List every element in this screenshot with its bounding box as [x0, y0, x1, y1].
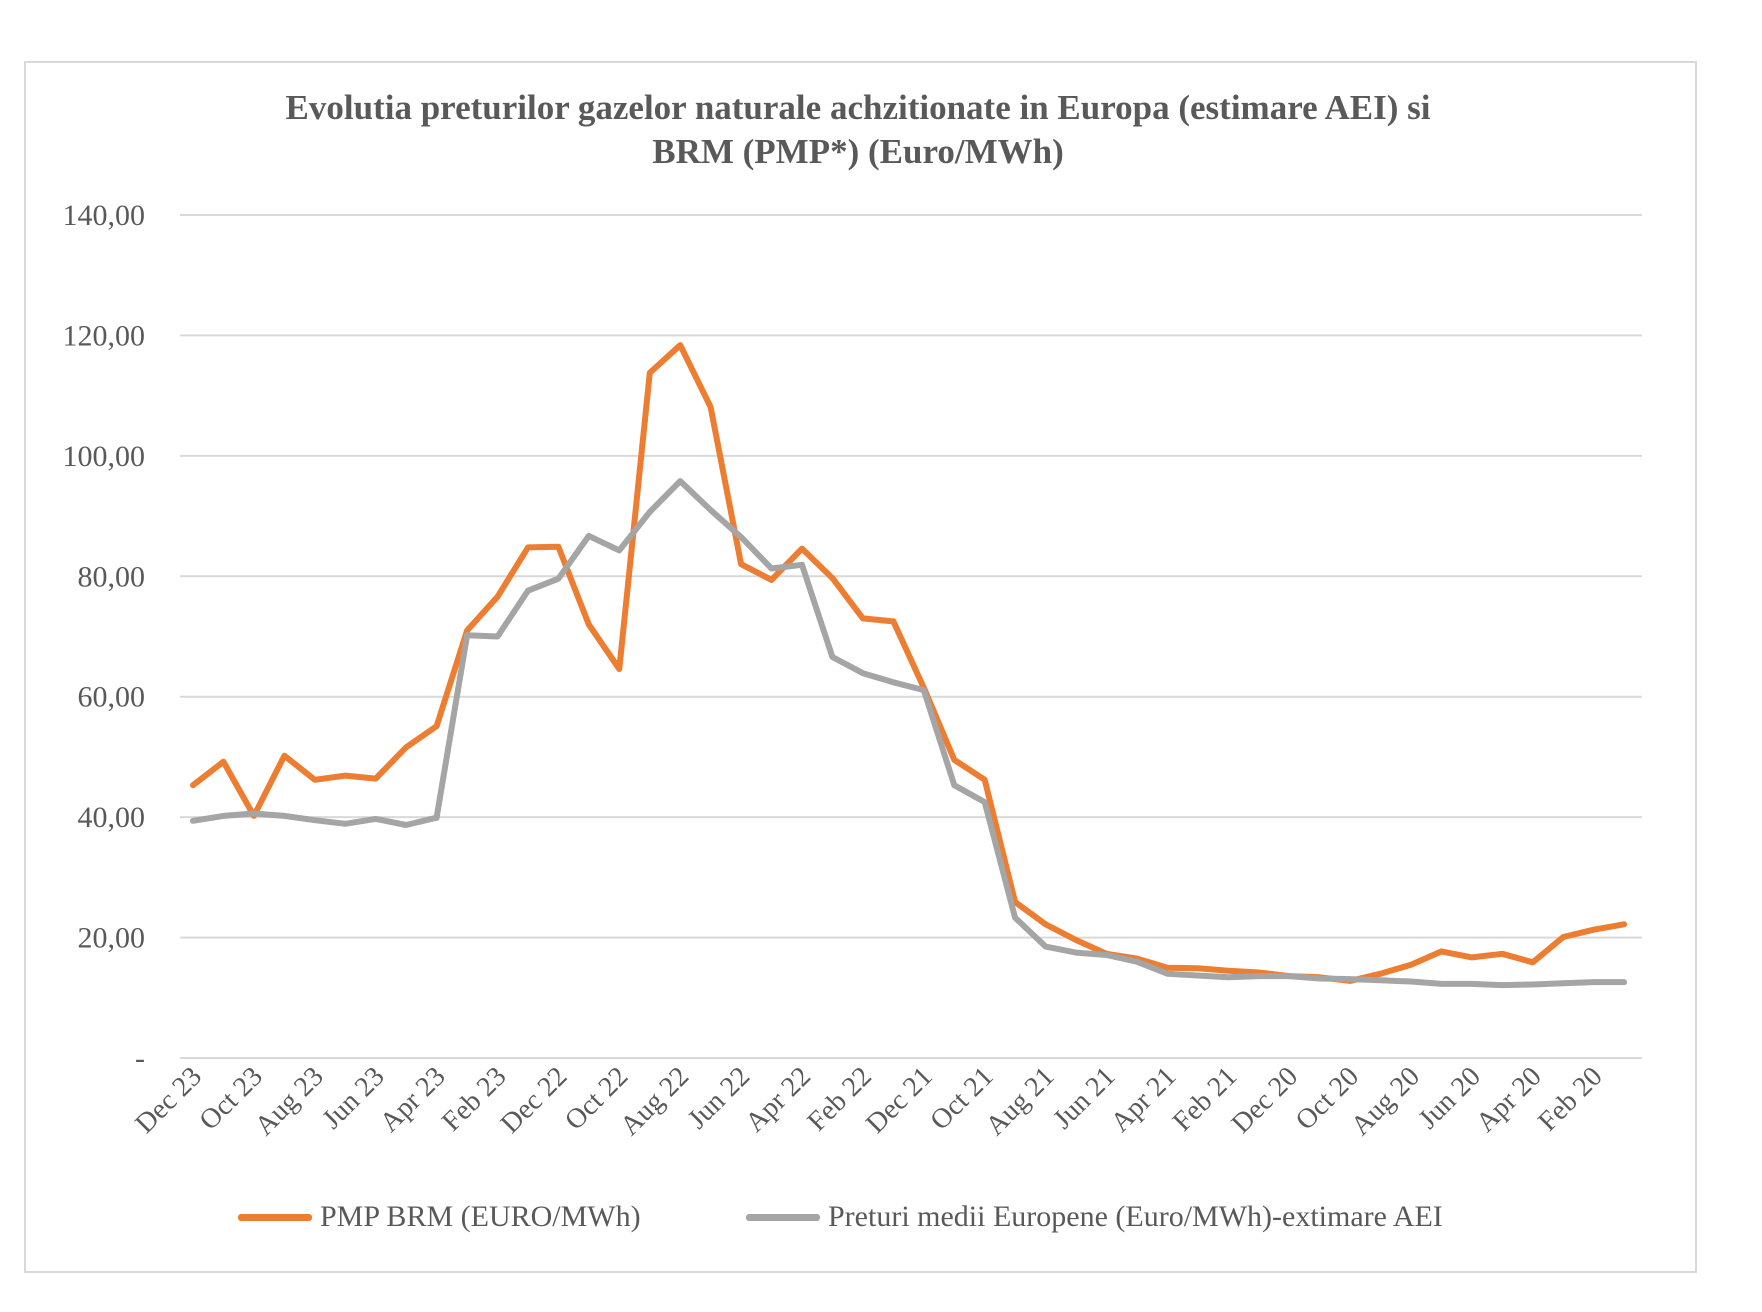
- x-tick-label: Aug 20: [1345, 1061, 1426, 1142]
- x-tick-label: Jun 20: [1413, 1061, 1487, 1135]
- x-tick-label: Feb 21: [1167, 1061, 1243, 1137]
- legend-item-preturi-medii: Preturi medii Europene (Euro/MWh)-extima…: [746, 1200, 1443, 1234]
- series-line-preturi-medii: [190, 478, 1628, 989]
- x-tick-label: Jun 21: [1047, 1061, 1121, 1135]
- y-tick-label: 20,00: [78, 922, 146, 955]
- y-tick-label: 80,00: [78, 560, 146, 593]
- series-lines: [190, 342, 1628, 989]
- x-tick-label: Jun 23: [316, 1061, 390, 1135]
- chart-frame: [24, 61, 1697, 1273]
- x-tick-label: Dec 20: [1226, 1061, 1305, 1140]
- y-tick-label: 120,00: [63, 319, 146, 352]
- y-tick-label: 140,00: [63, 199, 146, 232]
- chart-title: Evolutia preturilor gazelor naturale ach…: [0, 86, 1716, 174]
- legend-label-pmp-brm: PMP BRM (EURO/MWh): [320, 1200, 641, 1233]
- x-tick-label: Apr 23: [374, 1061, 451, 1138]
- legend-swatch-preturi-medii: [746, 1213, 820, 1221]
- x-tick-label: Aug 22: [614, 1061, 695, 1142]
- x-tick-label: Dec 22: [495, 1061, 574, 1140]
- legend-swatch-pmp-brm: [238, 1213, 312, 1221]
- x-tick-label: Feb 22: [801, 1061, 877, 1137]
- grid-lines: [180, 214, 1642, 1059]
- y-axis-tick-labels: - 20,00 40,00 60,00 80,00 100,00 120,00 140,00: [63, 199, 146, 1075]
- x-tick-label: Jun 22: [682, 1061, 756, 1135]
- legend: PMP BRM (EURO/MWh) Preturi medii Europen…: [0, 1200, 1762, 1240]
- series-line-pmp-brm: [190, 342, 1628, 984]
- y-tick-label: 40,00: [78, 801, 146, 834]
- x-tick-label: Dec 21: [860, 1061, 939, 1140]
- y-tick-label: -: [135, 1042, 145, 1075]
- chart-title-line-1: Evolutia preturilor gazelor naturale ach…: [285, 88, 1431, 127]
- y-tick-label: 60,00: [78, 681, 146, 714]
- y-tick-label: 100,00: [63, 440, 146, 473]
- legend-label-preturi-medii: Preturi medii Europene (Euro/MWh)-extima…: [828, 1200, 1443, 1233]
- x-tick-label: Apr 21: [1105, 1061, 1182, 1138]
- x-tick-label: Apr 22: [739, 1061, 816, 1138]
- x-tick-label: Feb 23: [436, 1061, 512, 1137]
- chart-title-line-2: BRM (PMP*) (Euro/MWh): [652, 132, 1064, 171]
- legend-item-pmp-brm: PMP BRM (EURO/MWh): [238, 1200, 641, 1234]
- x-tick-label: Apr 20: [1470, 1061, 1547, 1138]
- x-tick-label: Feb 20: [1532, 1061, 1608, 1137]
- x-tick-label: Aug 21: [980, 1061, 1061, 1142]
- x-tick-label: Aug 23: [249, 1061, 330, 1142]
